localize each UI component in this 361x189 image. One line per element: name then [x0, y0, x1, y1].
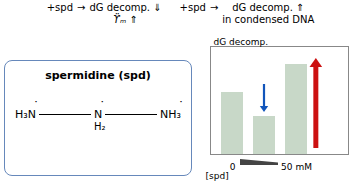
svg-text:[spd]: [spd]: [206, 171, 229, 181]
html-text:NH₃: NH₃: [160, 108, 181, 121]
svg-text:dG decomp.: dG decomp.: [214, 37, 269, 47]
html-text:dG decomp. ⇑: dG decomp. ⇑: [232, 2, 305, 13]
html-text:spermidine (spd): spermidine (spd): [45, 69, 151, 82]
html-text:+spd: +spd: [46, 2, 73, 13]
html-text:in condensed DNA: in condensed DNA: [222, 14, 315, 25]
svg-text:50 mM: 50 mM: [281, 162, 312, 172]
html-text:→ dG decomp. ⇓: → dG decomp. ⇓: [77, 2, 162, 13]
svg-text:0: 0: [230, 162, 236, 172]
html-text:ϔₘ ⇑: ϔₘ ⇑: [113, 14, 138, 25]
html-text:N: N: [93, 108, 103, 121]
html-text:H₂: H₂: [93, 121, 106, 132]
html-text:H₃N: H₃N: [15, 108, 36, 121]
html-text:+spd →: +spd →: [179, 2, 219, 13]
